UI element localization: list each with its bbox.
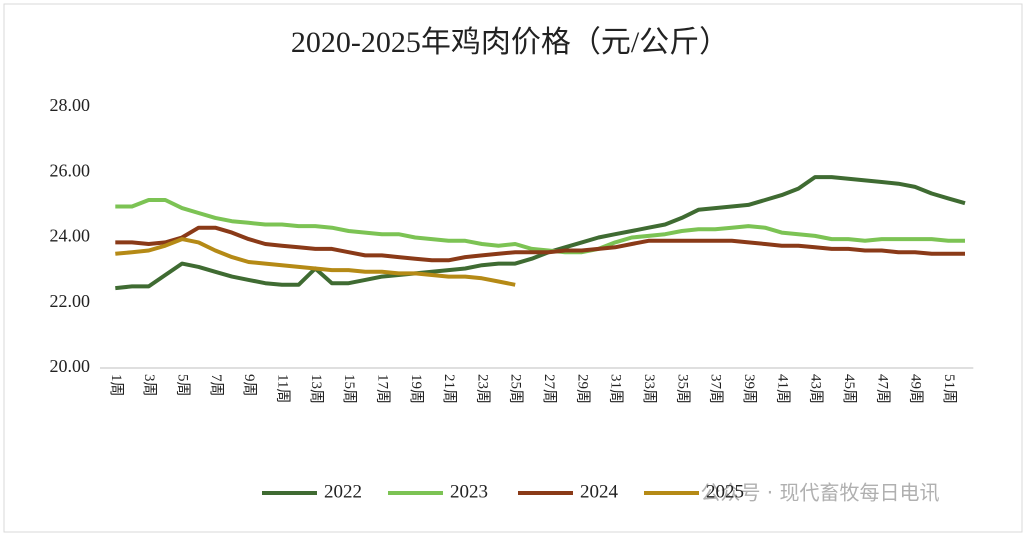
x-tick-label: 23周 <box>474 374 491 404</box>
watermark: 公众号 · 现代畜牧每日电讯 <box>700 481 939 505</box>
x-tick-label: 45周 <box>841 374 858 404</box>
x-tick-label: 5周 <box>175 374 192 397</box>
x-tick-label: 25周 <box>508 374 525 404</box>
y-tick-label: 20.00 <box>50 356 91 376</box>
y-tick-label: 28.00 <box>50 95 91 115</box>
x-tick-label: 47周 <box>874 374 891 404</box>
x-tick-label: 21周 <box>441 374 458 404</box>
x-tick-label: 33周 <box>641 374 658 404</box>
x-tick-label: 27周 <box>541 374 558 404</box>
chart-title: 2020-2025年鸡肉价格（元/公斤） <box>291 26 729 59</box>
series-line <box>115 237 516 287</box>
x-tick-label: 39周 <box>741 374 758 404</box>
y-tick-label: 26.00 <box>50 160 91 180</box>
chart-frame <box>3 3 1023 533</box>
x-tick-label: 41周 <box>774 374 791 404</box>
series-line <box>115 198 965 255</box>
x-tick-label: 43周 <box>808 374 825 404</box>
legend-label: 2023 <box>450 481 488 502</box>
series-line <box>115 175 966 291</box>
x-tick-label: 29周 <box>574 374 591 404</box>
x-tick-label: 15周 <box>341 374 358 404</box>
x-tick-label: 7周 <box>208 374 225 397</box>
x-tick-label: 19周 <box>408 374 425 404</box>
legend-label: 2025 <box>706 481 744 502</box>
x-tick-label: 1周 <box>108 374 125 397</box>
x-tick-label: 13周 <box>308 374 325 404</box>
legend-label: 2022 <box>324 481 362 502</box>
x-tick-label: 49周 <box>908 374 925 404</box>
x-tick-label: 51周 <box>941 374 958 404</box>
x-tick-label: 11周 <box>274 374 291 403</box>
x-tick-label: 9周 <box>241 374 258 397</box>
legend-label: 2024 <box>580 481 619 502</box>
x-tick-label: 35周 <box>674 374 691 404</box>
series-line <box>115 225 965 263</box>
x-tick-label: 37周 <box>708 374 725 404</box>
x-tick-label: 31周 <box>608 374 625 404</box>
y-tick-label: 22.00 <box>50 291 91 311</box>
x-tick-label: 17周 <box>374 374 391 404</box>
y-tick-label: 24.00 <box>50 226 91 246</box>
x-tick-label: 3周 <box>141 374 158 397</box>
